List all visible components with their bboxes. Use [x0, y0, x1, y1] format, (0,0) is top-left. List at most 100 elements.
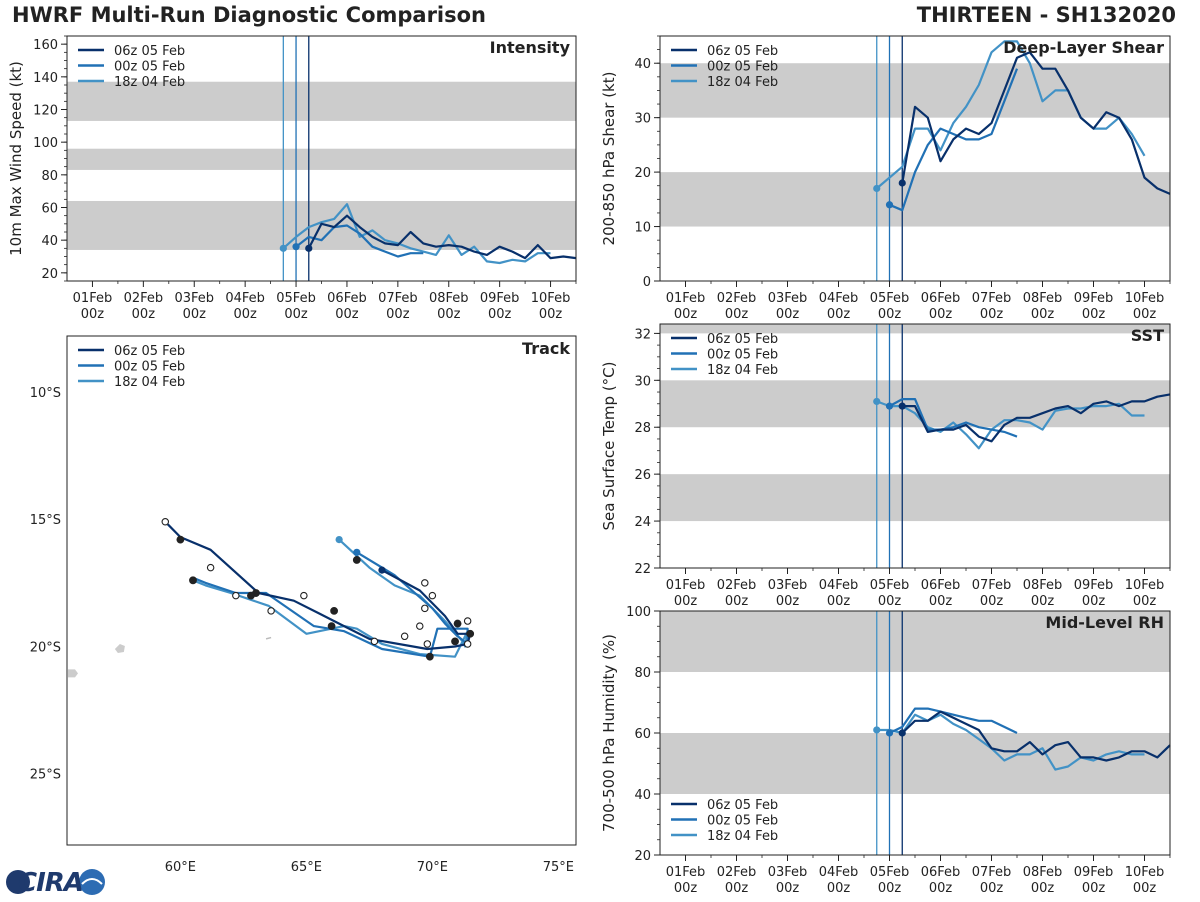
x-tick-label-date: 03Feb	[768, 291, 808, 306]
panel-sst: 22242628303201Feb00z02Feb00z03Feb00z04Fe…	[600, 323, 1171, 609]
y-tick-label: 30	[634, 374, 651, 389]
storm-id: THIRTEEN - SH132020	[916, 3, 1176, 27]
track-position-marker	[330, 606, 338, 615]
x-tick-label-hour: 00z	[878, 881, 902, 896]
legend-entry: 06z 05 Feb	[114, 44, 185, 59]
track-position-marker	[353, 548, 361, 556]
x-tick-label-date: 06Feb	[921, 865, 961, 880]
track-position-marker	[352, 556, 361, 564]
x-tick-label-hour: 00z	[386, 307, 410, 322]
landmass-rodrigues	[265, 636, 272, 640]
x-tick-label-date: 07Feb	[972, 865, 1012, 880]
x-tick-label-date: 02Feb	[717, 291, 757, 306]
panel-title: Deep-Layer Shear	[1003, 38, 1164, 57]
x-tick-label-date: 08Feb	[1023, 865, 1063, 880]
track-position-marker	[416, 622, 424, 630]
x-tick-label-hour: 00z	[674, 881, 698, 896]
x-tick-label-hour: 00z	[929, 594, 953, 609]
x-tick-label-hour: 00z	[1082, 881, 1106, 896]
legend-entry: 00z 05 Feb	[707, 814, 778, 829]
x-tick-label-date: 10Feb	[531, 291, 571, 306]
x-tick-label-hour: 00z	[776, 881, 800, 896]
x-tick-label-hour: 00z	[1133, 594, 1157, 609]
x-tick-label-date: 04Feb	[819, 865, 859, 880]
panel-title: Intensity	[490, 38, 571, 57]
x-tick-label-date: 08Feb	[1023, 578, 1063, 593]
x-tick-label-date: 07Feb	[972, 578, 1012, 593]
y-tick-label: 28	[634, 421, 651, 436]
x-tick-label-date: 08Feb	[429, 291, 469, 306]
lon-tick-label: 70°E	[417, 860, 448, 875]
lon-tick-label: 75°E	[543, 860, 574, 875]
legend-entry: 00z 05 Feb	[707, 60, 778, 75]
x-tick-label-date: 04Feb	[819, 291, 859, 306]
lat-tick-label: 10°S	[30, 386, 61, 401]
logo-text: CIRA	[18, 868, 84, 898]
shaded-band	[67, 148, 576, 170]
series-line	[295, 224, 424, 258]
x-tick-label-hour: 00z	[674, 307, 698, 322]
track-position-marker	[421, 579, 429, 587]
x-tick-label-hour: 00z	[929, 881, 953, 896]
x-tick-label-hour: 00z	[539, 307, 563, 322]
x-tick-label-hour: 00z	[674, 594, 698, 609]
series-line	[282, 203, 551, 265]
x-tick-label-date: 10Feb	[1125, 865, 1165, 880]
panel-title: Track	[522, 339, 570, 358]
shaded-band	[660, 380, 1170, 428]
x-tick-label-hour: 00z	[827, 881, 851, 896]
series-line	[888, 398, 1018, 438]
x-tick-label-hour: 00z	[488, 307, 512, 322]
panel-track: 60°E 65°E 70°E 75°E 10°S 15°S 20°S 25°S Track 06z…	[30, 335, 577, 875]
track-line	[167, 523, 472, 651]
track-position-marker	[378, 566, 386, 574]
track-position-marker	[370, 637, 379, 646]
series-line	[902, 393, 1171, 443]
series-start-point	[305, 244, 313, 252]
series-line	[889, 707, 1018, 734]
x-tick-label-hour: 00z	[284, 307, 308, 322]
x-tick-label-hour: 00z	[1031, 307, 1055, 322]
lon-tick-label: 65°E	[291, 860, 322, 875]
shaded-band	[660, 324, 1170, 334]
track-position-marker	[161, 518, 170, 526]
shaded-band	[660, 733, 1170, 794]
y-axis-label: Sea Surface Temp (°C)	[600, 361, 618, 530]
track-position-marker	[267, 607, 275, 615]
series-start-point	[898, 729, 906, 737]
y-tick-label: 40	[634, 57, 651, 72]
y-tick-label: 32	[634, 327, 651, 342]
series-start-point	[873, 184, 881, 193]
y-tick-label: 60	[41, 202, 58, 217]
track-position-marker	[400, 632, 409, 641]
track-position-marker	[423, 640, 432, 648]
x-tick-label-hour: 00z	[1133, 881, 1157, 896]
x-tick-label-date: 09Feb	[480, 291, 520, 306]
legend-entry: 06z 05 Feb	[114, 344, 185, 359]
y-tick-label: 40	[634, 788, 651, 803]
track-position-marker	[466, 629, 475, 638]
y-axis-label: 200-850 hPa Shear (kt)	[600, 72, 618, 246]
x-tick-label-hour: 00z	[132, 307, 156, 322]
series-start-point	[279, 244, 287, 252]
x-tick-label-hour: 00z	[81, 307, 105, 322]
track-position-marker	[327, 622, 336, 631]
legend-entry: 06z 05 Feb	[707, 44, 778, 59]
series-start-point	[873, 726, 881, 734]
legend-entry: 06z 05 Feb	[707, 798, 778, 813]
y-tick-label: 20	[634, 849, 651, 864]
cira-logo: CIRA	[4, 866, 108, 898]
x-tick-label-date: 04Feb	[225, 291, 265, 306]
x-tick-label-hour: 00z	[1031, 881, 1055, 896]
lon-tick-label: 60°E	[165, 860, 196, 875]
panel-title: Mid-Level RH	[1045, 613, 1164, 632]
figure-title: HWRF Multi-Run Diagnostic Comparison	[12, 3, 487, 27]
y-axis-label: 10m Max Wind Speed (kt)	[7, 61, 25, 256]
legend-entry: 18z 04 Feb	[707, 363, 778, 378]
legend-entry: 18z 04 Feb	[707, 829, 778, 844]
y-tick-label: 60	[634, 727, 651, 742]
track-position-marker	[428, 591, 437, 600]
x-tick-label-date: 01Feb	[666, 578, 706, 593]
x-tick-label-hour: 00z	[827, 307, 851, 322]
x-tick-label-hour: 00z	[1082, 594, 1106, 609]
